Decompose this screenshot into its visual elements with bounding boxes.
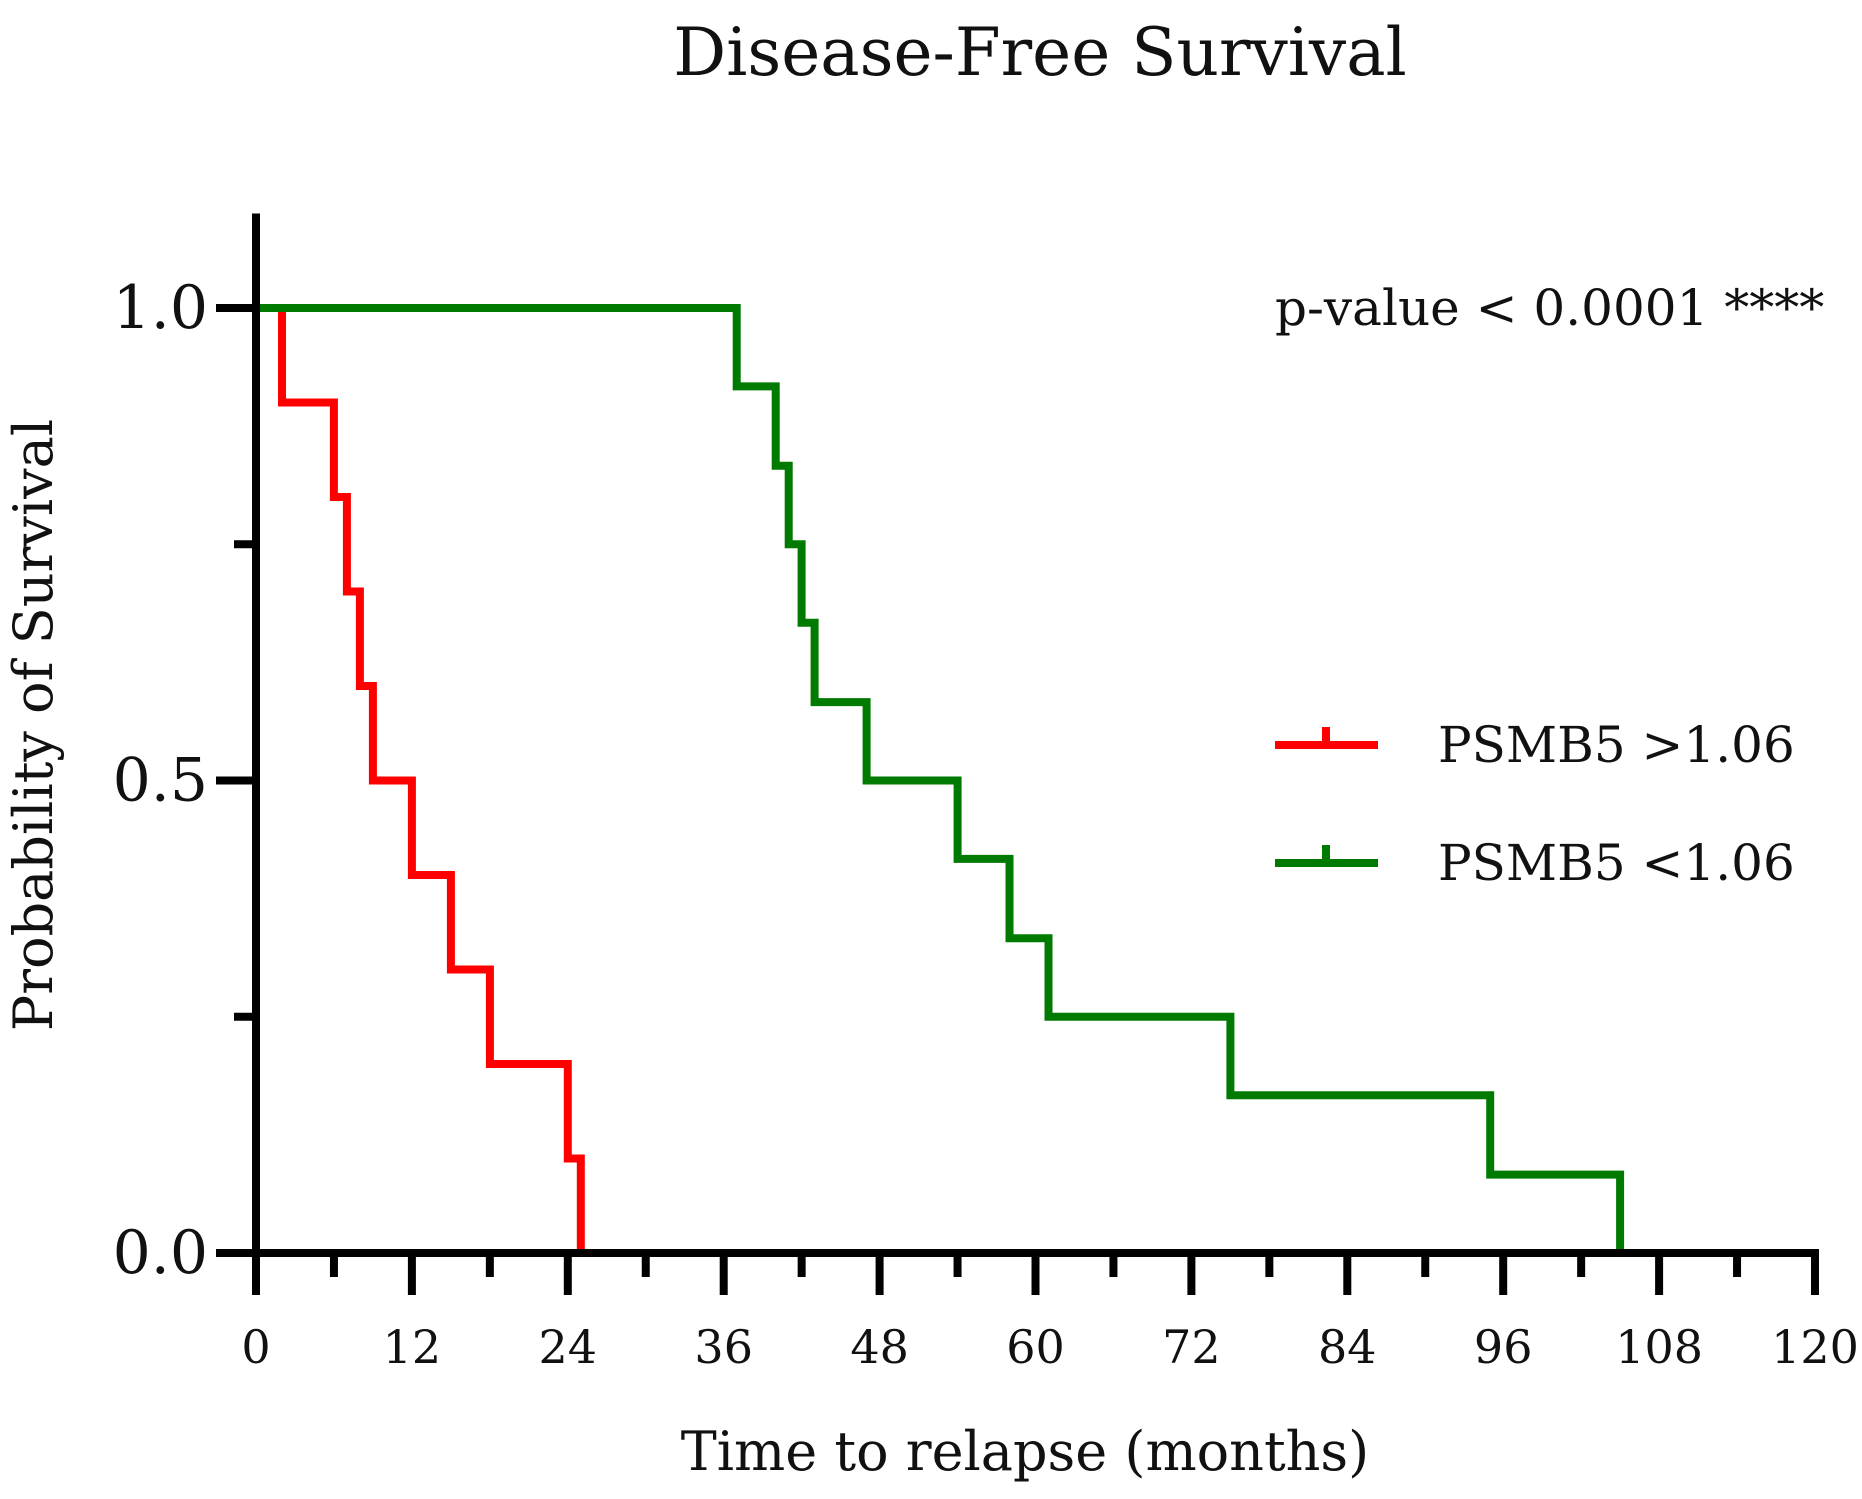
y-axis-label: Probability of Survival <box>2 419 65 1031</box>
series-line-2 <box>256 304 1625 1253</box>
x-tick-label: 36 <box>694 1320 753 1374</box>
x-axis-label: Time to relapse (months) <box>681 1420 1369 1483</box>
x-tick-label: 12 <box>383 1320 442 1374</box>
y-tick-label: 1.0 <box>113 273 208 343</box>
x-tick-label: 60 <box>1006 1320 1065 1374</box>
y-tick-label: 0.5 <box>113 746 208 816</box>
x-tick-label: 0 <box>241 1320 270 1374</box>
x-tick-label: 48 <box>850 1320 909 1374</box>
legend-label-1: PSMB5 >1.06 <box>1438 716 1795 774</box>
chart-title: Disease-Free Survival <box>673 14 1406 91</box>
ticks-layer: 0 12 24 36 48 60 72 84 96 108 120 0.0 0.5 1.0 <box>113 273 1859 1374</box>
p-value-annotation: p-value < 0.0001 **** <box>1275 279 1824 337</box>
x-tick-label: 96 <box>1474 1320 1533 1374</box>
legend-label-2: PSMB5 <1.06 <box>1438 834 1795 892</box>
legend: PSMB5 >1.06 PSMB5 <1.06 <box>1275 716 1795 892</box>
x-tick-label: 72 <box>1162 1320 1221 1374</box>
y-tick-label: 0.0 <box>113 1218 208 1288</box>
x-tick-label: 120 <box>1771 1320 1859 1374</box>
series-layer <box>256 304 1625 1253</box>
x-tick-label: 84 <box>1318 1320 1377 1374</box>
series-line-1 <box>256 304 585 1253</box>
x-tick-label: 108 <box>1615 1320 1703 1374</box>
x-tick-label: 24 <box>539 1320 598 1374</box>
